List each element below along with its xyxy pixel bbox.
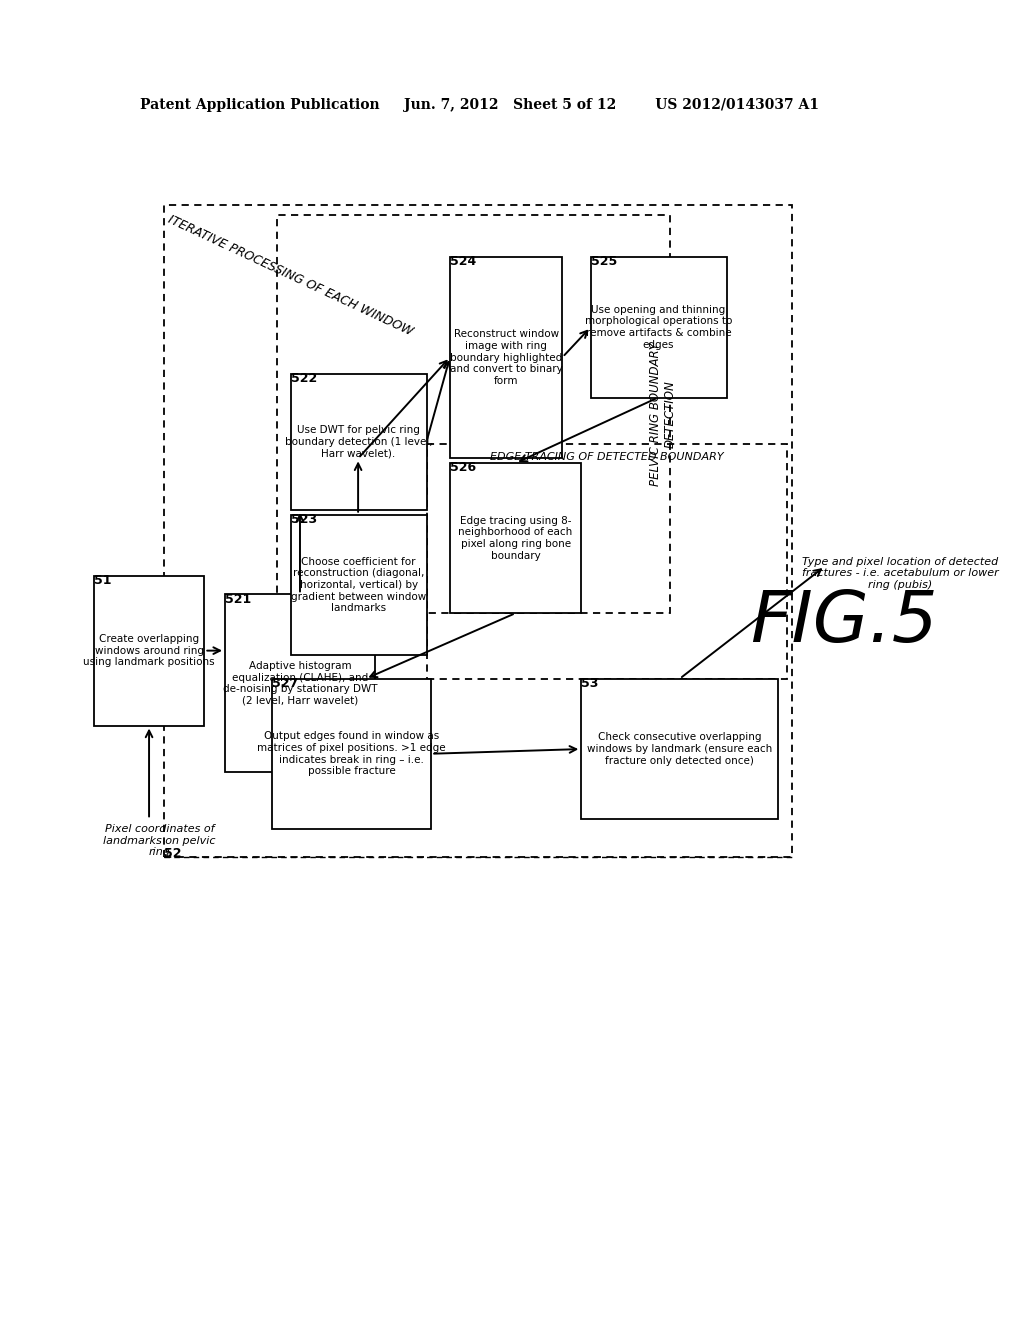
Text: Pixel coordinates of
landmarks on pelvic
ring: Pixel coordinates of landmarks on pelvic…: [103, 824, 216, 857]
Text: FIG.5: FIG.5: [750, 587, 938, 657]
Text: Create overlapping
windows around ring
using landmark positions: Create overlapping windows around ring u…: [83, 634, 215, 667]
Text: 526: 526: [450, 461, 476, 474]
Text: 521: 521: [225, 593, 251, 606]
Text: 51: 51: [94, 574, 112, 587]
Bar: [427, 445, 787, 678]
Text: 53: 53: [582, 677, 599, 690]
Text: 523: 523: [291, 513, 316, 525]
Bar: [271, 678, 431, 829]
Text: PELVIC RING BOUNDARY
DETECTION: PELVIC RING BOUNDARY DETECTION: [649, 342, 677, 486]
Text: EDGE TRACING OF DETECTED BOUNDARY: EDGE TRACING OF DETECTED BOUNDARY: [490, 451, 724, 462]
Text: 525: 525: [591, 255, 616, 268]
Text: Choose coefficient for
reconstruction (diagonal,
horizontal, vertical) by
gradie: Choose coefficient for reconstruction (d…: [291, 557, 426, 614]
Text: Type and pixel location of detected
fractures - i.e. acetabulum or lower
ring (p: Type and pixel location of detected frac…: [802, 557, 998, 590]
Text: Patent Application Publication     Jun. 7, 2012   Sheet 5 of 12        US 2012/0: Patent Application Publication Jun. 7, 2…: [140, 98, 819, 112]
Text: Check consecutive overlapping
windows by landmark (ensure each
fracture only det: Check consecutive overlapping windows by…: [587, 733, 772, 766]
Text: 527: 527: [271, 677, 298, 690]
Bar: [582, 678, 778, 820]
Bar: [450, 463, 582, 612]
Bar: [291, 374, 427, 510]
Text: 522: 522: [291, 372, 316, 385]
Bar: [164, 206, 793, 857]
Bar: [225, 594, 375, 772]
Text: ITERATIVE PROCESSING OF EACH WINDOW: ITERATIVE PROCESSING OF EACH WINDOW: [166, 213, 416, 338]
Text: Edge tracing using 8-
neighborhood of each
pixel along ring bone
boundary: Edge tracing using 8- neighborhood of ea…: [459, 516, 572, 561]
Text: Use opening and thinning
morphological operations to
remove artifacts & combine
: Use opening and thinning morphological o…: [585, 305, 732, 350]
Text: Output edges found in window as
matrices of pixel positions. >1 edge
indicates b: Output edges found in window as matrices…: [257, 731, 445, 776]
Bar: [276, 215, 671, 612]
Text: 524: 524: [450, 255, 476, 268]
Text: 52: 52: [164, 847, 181, 861]
Bar: [94, 576, 205, 726]
Text: Use DWT for pelvic ring
boundary detection (1 level,
Harr wavelet).: Use DWT for pelvic ring boundary detecti…: [285, 425, 432, 458]
Bar: [450, 257, 562, 458]
Bar: [291, 515, 427, 655]
Text: Reconstruct window
image with ring
boundary highlighted
and convert to binary
fo: Reconstruct window image with ring bound…: [450, 330, 562, 385]
Text: Adaptive histogram
equalization (CLAHE), and
de-noising by stationary DWT
(2 lev: Adaptive histogram equalization (CLAHE),…: [223, 661, 377, 706]
Bar: [591, 257, 726, 397]
